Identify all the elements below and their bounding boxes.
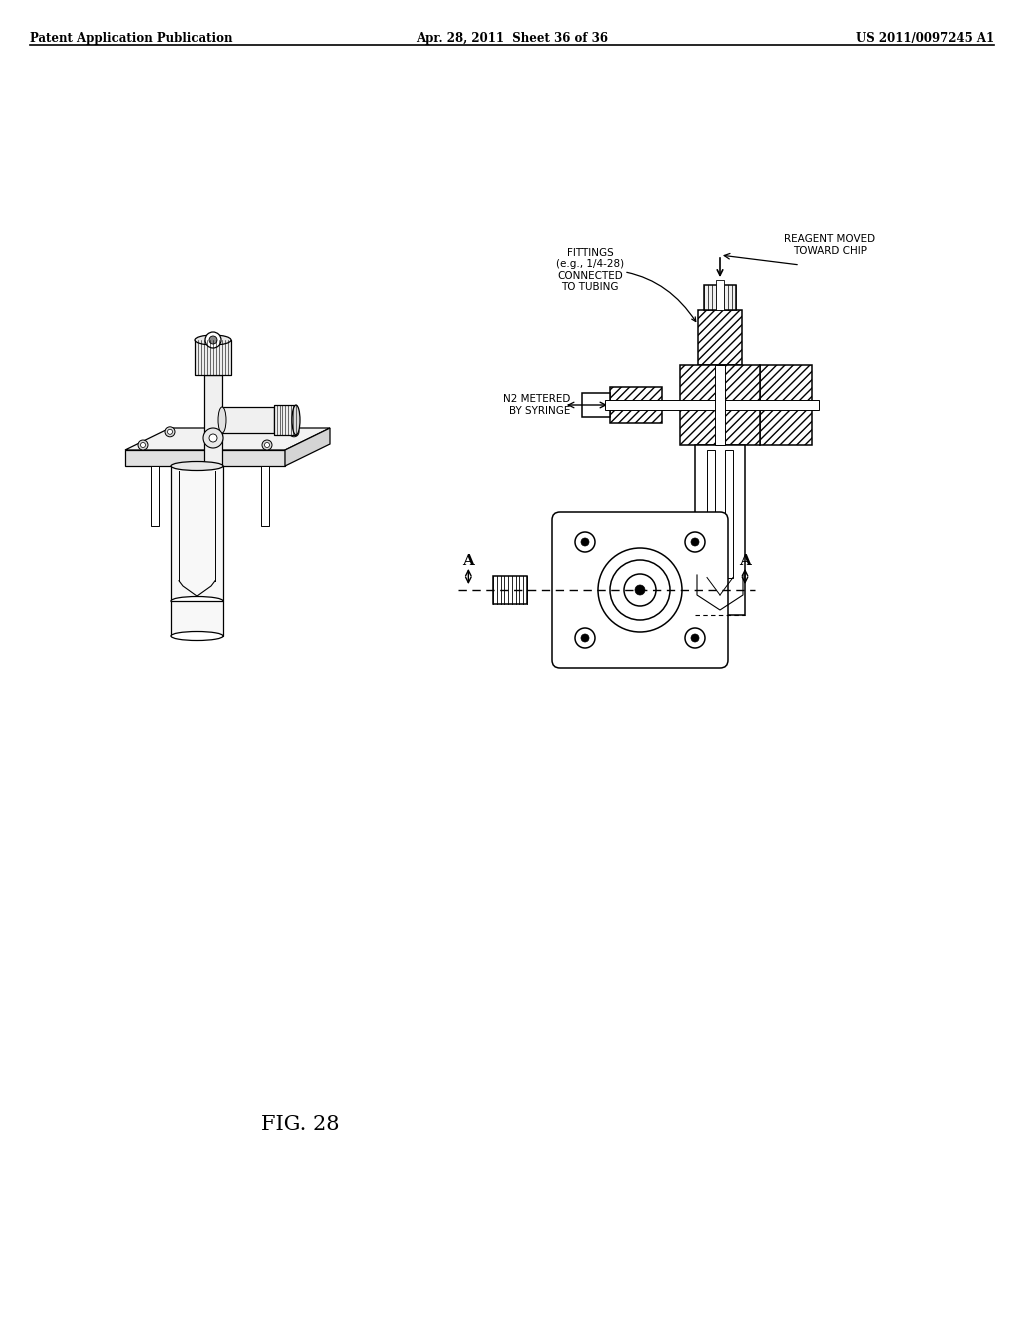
Bar	[698, 310, 742, 366]
Circle shape	[624, 574, 656, 606]
Text: FIG. 28: FIG. 28	[261, 1115, 339, 1134]
Circle shape	[575, 532, 595, 552]
FancyBboxPatch shape	[552, 512, 728, 668]
Ellipse shape	[292, 405, 300, 436]
Bar	[725, 450, 733, 578]
Circle shape	[691, 634, 699, 642]
Bar	[274, 405, 296, 436]
Polygon shape	[285, 428, 330, 466]
Bar	[204, 375, 222, 466]
Bar	[695, 445, 745, 615]
Circle shape	[685, 628, 705, 648]
Bar	[605, 400, 819, 411]
Circle shape	[209, 337, 217, 345]
Bar	[680, 366, 760, 445]
Text: Apr. 28, 2011  Sheet 36 of 36: Apr. 28, 2011 Sheet 36 of 36	[416, 32, 608, 45]
Circle shape	[209, 434, 217, 442]
Bar	[261, 466, 269, 525]
Ellipse shape	[171, 462, 223, 470]
Bar	[716, 280, 724, 310]
Ellipse shape	[218, 407, 226, 433]
Bar	[610, 387, 662, 422]
Circle shape	[168, 429, 172, 434]
Polygon shape	[125, 450, 285, 466]
Circle shape	[140, 442, 145, 447]
Circle shape	[581, 634, 589, 642]
Bar	[510, 578, 526, 602]
Bar	[171, 601, 223, 636]
Bar	[171, 466, 223, 601]
Circle shape	[635, 585, 645, 595]
Bar	[760, 366, 812, 445]
Circle shape	[691, 539, 699, 546]
Circle shape	[598, 548, 682, 632]
Bar	[705, 285, 736, 310]
Bar	[707, 450, 715, 578]
Bar	[222, 407, 274, 433]
Bar	[715, 366, 725, 445]
Circle shape	[575, 628, 595, 648]
Text: US 2011/0097245 A1: US 2011/0097245 A1	[856, 32, 994, 45]
Circle shape	[264, 442, 269, 447]
Ellipse shape	[171, 631, 223, 640]
Circle shape	[610, 560, 670, 620]
Circle shape	[581, 539, 589, 546]
Circle shape	[292, 429, 297, 434]
Polygon shape	[125, 428, 330, 450]
Text: Patent Application Publication: Patent Application Publication	[30, 32, 232, 45]
Bar	[494, 577, 526, 603]
Circle shape	[685, 532, 705, 552]
Circle shape	[203, 428, 223, 447]
Bar	[151, 466, 159, 525]
Circle shape	[165, 426, 175, 437]
Circle shape	[138, 440, 148, 450]
Bar	[582, 393, 610, 417]
Text: A: A	[463, 554, 474, 568]
Text: FITTINGS
(e.g., 1/4-28)
CONNECTED
TO TUBING: FITTINGS (e.g., 1/4-28) CONNECTED TO TUB…	[556, 248, 695, 322]
Bar	[195, 341, 231, 375]
Text: A: A	[739, 554, 751, 568]
Text: N2 METERED
BY SYRINGE: N2 METERED BY SYRINGE	[503, 395, 570, 416]
Ellipse shape	[171, 597, 223, 606]
Ellipse shape	[195, 335, 231, 345]
Circle shape	[262, 440, 272, 450]
Circle shape	[205, 333, 221, 348]
Text: REAGENT MOVED
TOWARD CHIP: REAGENT MOVED TOWARD CHIP	[784, 234, 876, 256]
Circle shape	[289, 426, 299, 437]
